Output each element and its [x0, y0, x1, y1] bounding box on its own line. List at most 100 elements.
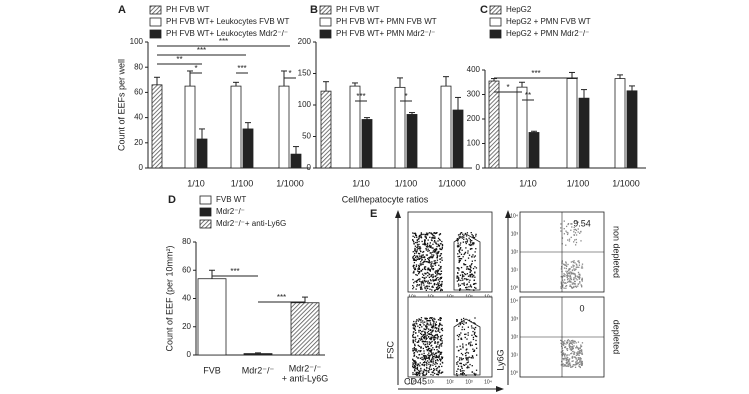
dot: [580, 350, 583, 352]
dot: [414, 268, 417, 271]
y-tick-label: 10⁰: [510, 285, 518, 291]
dot: [412, 255, 414, 258]
dot: [568, 345, 571, 347]
dot: [465, 322, 467, 324]
dot: [465, 359, 468, 361]
dot: [570, 223, 572, 225]
dot: [434, 352, 437, 354]
dot: [461, 373, 463, 375]
dot: [578, 266, 580, 268]
dot: [417, 246, 419, 248]
dot: [429, 338, 431, 340]
dot: [440, 285, 443, 287]
dot: [424, 281, 427, 283]
dot: [562, 358, 564, 360]
bar: [566, 78, 578, 169]
dot: [422, 251, 424, 253]
dot: [463, 284, 466, 286]
dot: [469, 271, 471, 273]
dot: [569, 277, 571, 280]
dot: [560, 351, 562, 353]
dot: [412, 359, 414, 361]
dot: [458, 333, 460, 336]
dot: [439, 239, 441, 241]
dot: [434, 271, 436, 273]
dot: [464, 251, 467, 254]
dot: [579, 358, 581, 361]
dot: [563, 342, 566, 344]
dot: [569, 279, 571, 281]
y-tick-label: 300: [467, 90, 481, 99]
dot: [417, 335, 419, 337]
dot: [467, 326, 469, 328]
dot: [580, 346, 582, 348]
dot: [418, 319, 421, 321]
dot: [581, 342, 584, 344]
dot: [425, 232, 428, 234]
dot: [564, 282, 566, 284]
dot: [419, 323, 422, 326]
dot: [458, 269, 460, 271]
panel-letter: E: [370, 208, 377, 220]
dot: [424, 334, 426, 336]
dot: [568, 343, 570, 346]
dot: [436, 232, 438, 234]
dot: [461, 370, 463, 372]
dot: [428, 282, 430, 285]
dot: [431, 236, 434, 238]
dot: [425, 336, 427, 338]
dot: [439, 363, 442, 365]
dot: [414, 325, 417, 328]
dot: [568, 238, 571, 240]
dot: [457, 361, 459, 363]
dot: [567, 341, 569, 343]
dot: [428, 361, 430, 364]
dot: [412, 331, 415, 333]
dot: [423, 354, 425, 357]
dot: [569, 285, 571, 288]
dot: [566, 276, 568, 279]
dot: [427, 354, 429, 356]
dot: [421, 240, 423, 243]
dot: [436, 369, 438, 371]
dot: [472, 242, 475, 244]
dot: [466, 273, 469, 275]
y-tick-label: 100: [298, 100, 312, 109]
dot: [434, 363, 436, 365]
dot: [426, 364, 428, 366]
dot: [417, 371, 419, 374]
dot: [566, 354, 568, 356]
dot: [432, 275, 434, 277]
dot: [423, 356, 425, 358]
dot: [413, 354, 416, 356]
dot: [578, 261, 580, 264]
dot: [460, 323, 462, 325]
dot: [571, 357, 574, 359]
dot: [436, 245, 438, 248]
dot: [434, 260, 436, 262]
dot: [467, 359, 469, 361]
dot: [469, 238, 471, 241]
dot: [430, 338, 432, 341]
dot: [417, 341, 420, 343]
dot: [415, 264, 418, 266]
dot: [425, 260, 428, 263]
dot: [425, 355, 427, 357]
dot: [576, 275, 578, 277]
dot: [416, 274, 418, 276]
dot: [415, 338, 417, 340]
dot: [570, 266, 573, 268]
dot: [421, 331, 423, 333]
dot: [435, 337, 437, 339]
dot: [467, 288, 469, 291]
percentage: 9.54: [573, 218, 591, 228]
dot: [438, 354, 440, 357]
dot: [419, 365, 421, 367]
dot: [441, 342, 443, 344]
dot: [430, 275, 432, 278]
dot: [467, 343, 470, 345]
dot: [432, 320, 434, 322]
dot: [472, 244, 474, 246]
dot: [474, 286, 476, 289]
dot: [430, 333, 433, 335]
